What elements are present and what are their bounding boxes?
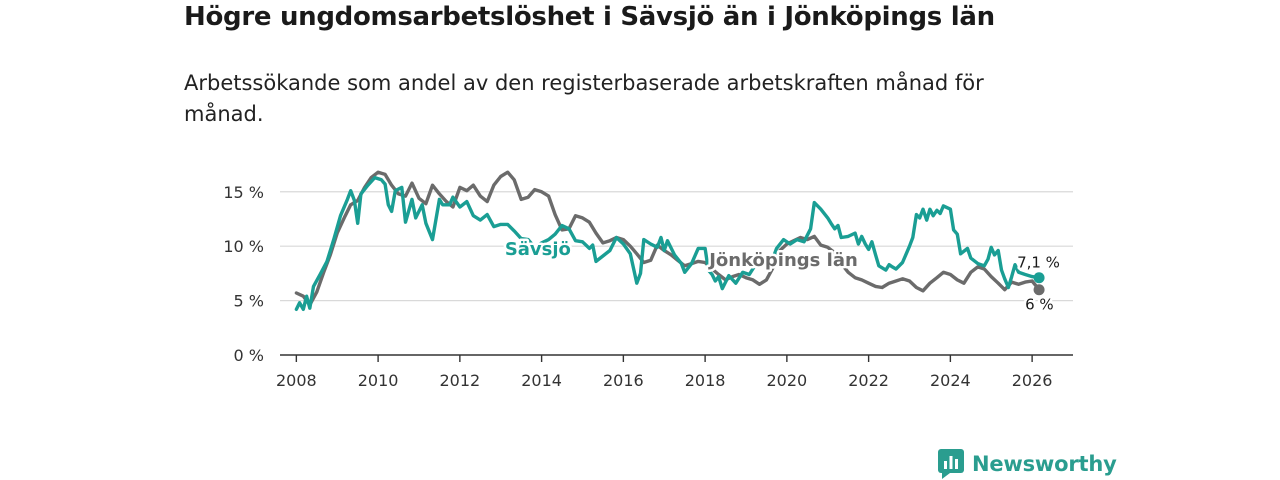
axes: 0 % 5 % 10 % 15 % 2008 2010 2012 2014 2016 2018 20… [223,183,1073,390]
series-lines [294,170,1045,311]
x-tick-label: 2018 [685,371,726,390]
chart-title: Högre ungdomsarbetslöshet i Sävsjö än i … [184,2,995,32]
series-line-j-nk-pings-l-n [294,170,1041,307]
chart-subtitle: Arbetssökande som andel av den registerb… [184,71,984,126]
x-tick-label: 2024 [930,371,971,390]
x-tick-label: 2026 [1012,371,1053,390]
x-tick-label: 2020 [767,371,808,390]
series-labels: Sävsjö Jönköpings län 7,1 % 6 % [502,236,1062,316]
x-tick-label: 2010 [358,371,399,390]
series-line-s-vsj- [294,175,1041,311]
x-tick-label: 2008 [276,371,317,390]
end-value-label-savsjo: 7,1 % [1017,254,1060,272]
y-tick-label: 10 % [223,237,264,256]
newsworthy-logo[interactable]: Newsworthy [938,449,1117,479]
y-tick-label: 5 % [234,292,264,311]
end-point-s-vsj- [1033,272,1045,284]
x-tick-label: 2012 [439,371,480,390]
end-point-j-nk-pings-l-n [1033,284,1045,296]
end-value-label-jonkopings-lan: 6 % [1025,296,1054,314]
gridlines [280,191,1073,302]
x-tick-label: 2022 [848,371,889,390]
x-tick-label: 2016 [603,371,644,390]
series-label-savsjo: Sävsjö [505,239,571,260]
x-tick-label: 2014 [521,371,562,390]
series-label-jonkopings-lan: Jönköpings län [707,250,858,271]
y-tick-label: 15 % [223,183,264,202]
y-tick-label: 0 % [234,346,264,365]
newsworthy-logo-icon [938,449,964,479]
newsworthy-logo-text: Newsworthy [972,452,1117,476]
